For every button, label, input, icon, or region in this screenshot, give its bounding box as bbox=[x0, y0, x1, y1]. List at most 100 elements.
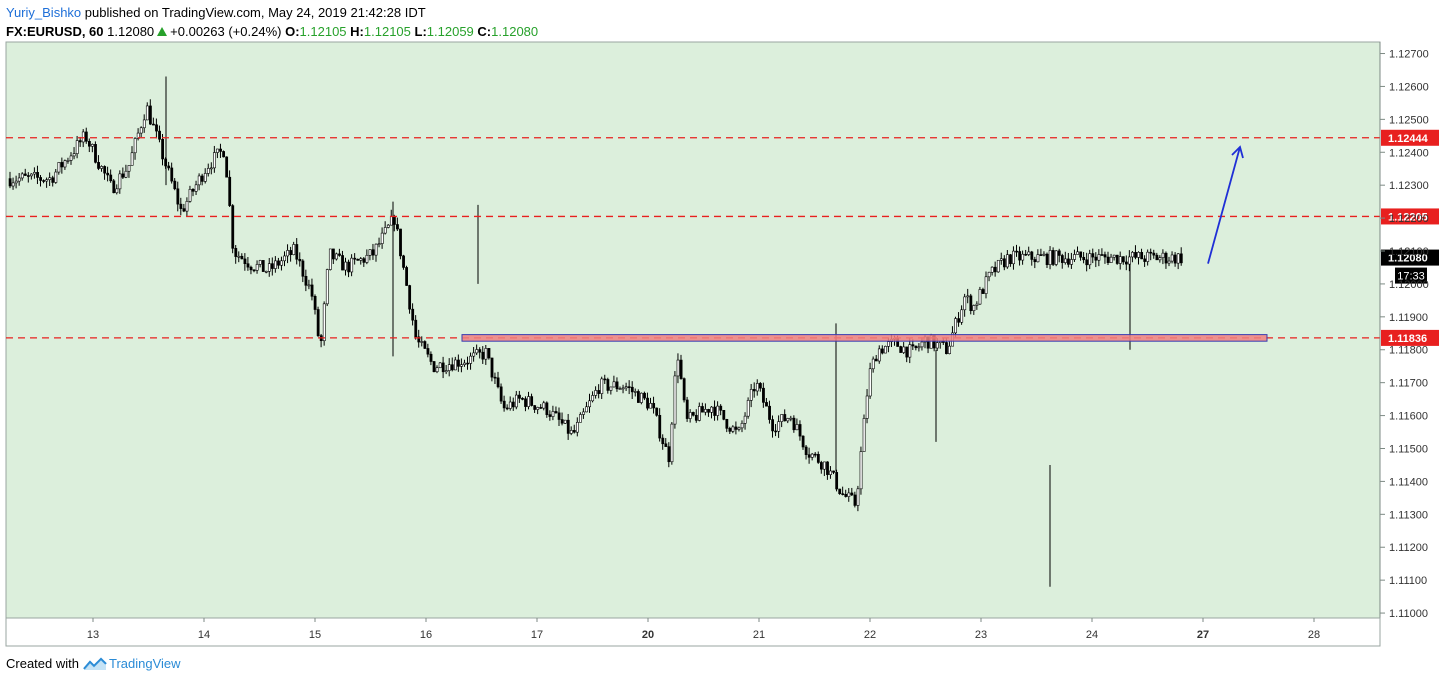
candle-body bbox=[100, 166, 104, 169]
candle-body bbox=[411, 308, 415, 321]
candle-body bbox=[1036, 254, 1040, 263]
candle-body bbox=[502, 400, 506, 409]
candle-body bbox=[511, 401, 515, 408]
candle-body bbox=[545, 402, 549, 415]
candle-body bbox=[249, 266, 253, 271]
time-tick-label: 23 bbox=[975, 629, 987, 641]
candle-body bbox=[704, 409, 707, 413]
time-tick-label: 15 bbox=[309, 629, 321, 641]
candle-body bbox=[1137, 252, 1141, 258]
candle-body bbox=[347, 261, 351, 273]
candle-body bbox=[841, 493, 845, 495]
level-price-label: 1.12444 bbox=[1388, 133, 1429, 145]
candle-body bbox=[130, 152, 134, 166]
time-tick-label: 14 bbox=[198, 629, 210, 641]
price-tick-label: 1.11700 bbox=[1389, 378, 1428, 390]
candle-body bbox=[392, 216, 396, 225]
price-tick-label: 1.11400 bbox=[1389, 476, 1428, 488]
tradingview-brand[interactable]: TradingView bbox=[108, 656, 181, 671]
candle-body bbox=[630, 386, 634, 393]
candle-body bbox=[295, 244, 299, 260]
forecast-arrow-head bbox=[1231, 145, 1244, 159]
author-link[interactable]: Yuriy_Bishko bbox=[6, 5, 82, 20]
current-price-badge bbox=[1381, 249, 1439, 266]
level-price-badge bbox=[1381, 329, 1439, 346]
candle-body bbox=[292, 244, 296, 256]
candle-body bbox=[975, 303, 979, 306]
zone-layer bbox=[461, 334, 1268, 342]
candle-body bbox=[1027, 251, 1031, 255]
candle-body bbox=[505, 407, 509, 410]
candle-body bbox=[344, 261, 348, 271]
price-tick-label: 1.12000 bbox=[1389, 279, 1429, 291]
candle-body bbox=[325, 269, 329, 305]
candle-body bbox=[807, 454, 811, 458]
candle-body bbox=[396, 224, 399, 230]
candle-body bbox=[679, 359, 683, 379]
up-triangle-icon bbox=[157, 27, 168, 36]
candle-body bbox=[493, 376, 497, 379]
candle-body bbox=[142, 119, 146, 129]
candle-body bbox=[1033, 259, 1037, 263]
candle-body bbox=[996, 259, 1000, 273]
support-zone[interactable] bbox=[461, 334, 1268, 342]
candle-body bbox=[606, 379, 610, 391]
time-tick-label: 20 bbox=[642, 629, 654, 641]
candle-body bbox=[185, 201, 189, 212]
candle-body bbox=[688, 412, 692, 419]
price-tick-label: 1.12100 bbox=[1389, 246, 1429, 258]
candle-body bbox=[874, 358, 878, 362]
candle-body bbox=[30, 173, 33, 177]
price-axis[interactable]: 1.12700 1.12600 1.12500 1.12400 1.12300 1.122… bbox=[1379, 42, 1429, 646]
time-tick-label: 17 bbox=[531, 629, 543, 641]
candle-body bbox=[469, 355, 473, 364]
candle-body bbox=[1125, 261, 1128, 265]
candle-body bbox=[179, 203, 183, 209]
candle-body bbox=[63, 160, 67, 168]
candle-body bbox=[1094, 256, 1098, 261]
candle-body bbox=[1103, 254, 1107, 258]
candle-body bbox=[810, 453, 814, 458]
candle-body bbox=[359, 258, 363, 261]
candle-body bbox=[710, 406, 714, 413]
close-value: 1.12080 bbox=[491, 24, 539, 39]
candle-body bbox=[173, 180, 177, 190]
candle-body bbox=[880, 348, 884, 354]
level-price-badge bbox=[1381, 129, 1439, 146]
candle-body bbox=[54, 171, 58, 183]
candle-body bbox=[267, 263, 271, 272]
time-axis[interactable]: 13 14 15 16 17 20 21 22 23 24 27 28 bbox=[5, 617, 1381, 647]
time-tick-label: 13 bbox=[87, 629, 99, 641]
candle-body bbox=[816, 454, 820, 463]
candle-body bbox=[661, 437, 665, 445]
candle-body bbox=[66, 160, 70, 162]
time-axis-band bbox=[5, 617, 1381, 647]
candle-body bbox=[103, 166, 107, 174]
candle-body bbox=[582, 411, 585, 415]
candle-body bbox=[124, 170, 128, 178]
candle-body bbox=[865, 395, 869, 419]
candle-body bbox=[191, 189, 195, 192]
candle-body bbox=[399, 228, 402, 257]
forecast-arrow-icon[interactable] bbox=[1207, 146, 1241, 264]
candle-body bbox=[127, 165, 131, 172]
candle-body bbox=[216, 148, 219, 153]
candle-body bbox=[740, 423, 744, 429]
plot-area[interactable] bbox=[5, 41, 1381, 619]
time-tick-label: 27 bbox=[1197, 629, 1209, 641]
price-tick-label: 1.11800 bbox=[1389, 345, 1428, 357]
candle-body bbox=[338, 253, 341, 256]
candle-body bbox=[850, 492, 854, 496]
candle-body bbox=[585, 406, 588, 413]
candle-body bbox=[182, 208, 186, 212]
candle-body bbox=[627, 386, 631, 388]
candle-body bbox=[487, 348, 491, 359]
chart-header: Yuriy_Bishko published on TradingView.co… bbox=[6, 4, 538, 42]
candle-body bbox=[423, 341, 427, 349]
candle-body bbox=[1115, 254, 1119, 264]
candle-body bbox=[716, 405, 720, 416]
candle-body bbox=[1021, 253, 1025, 261]
candle-body bbox=[780, 414, 784, 422]
candle-body bbox=[322, 303, 326, 342]
